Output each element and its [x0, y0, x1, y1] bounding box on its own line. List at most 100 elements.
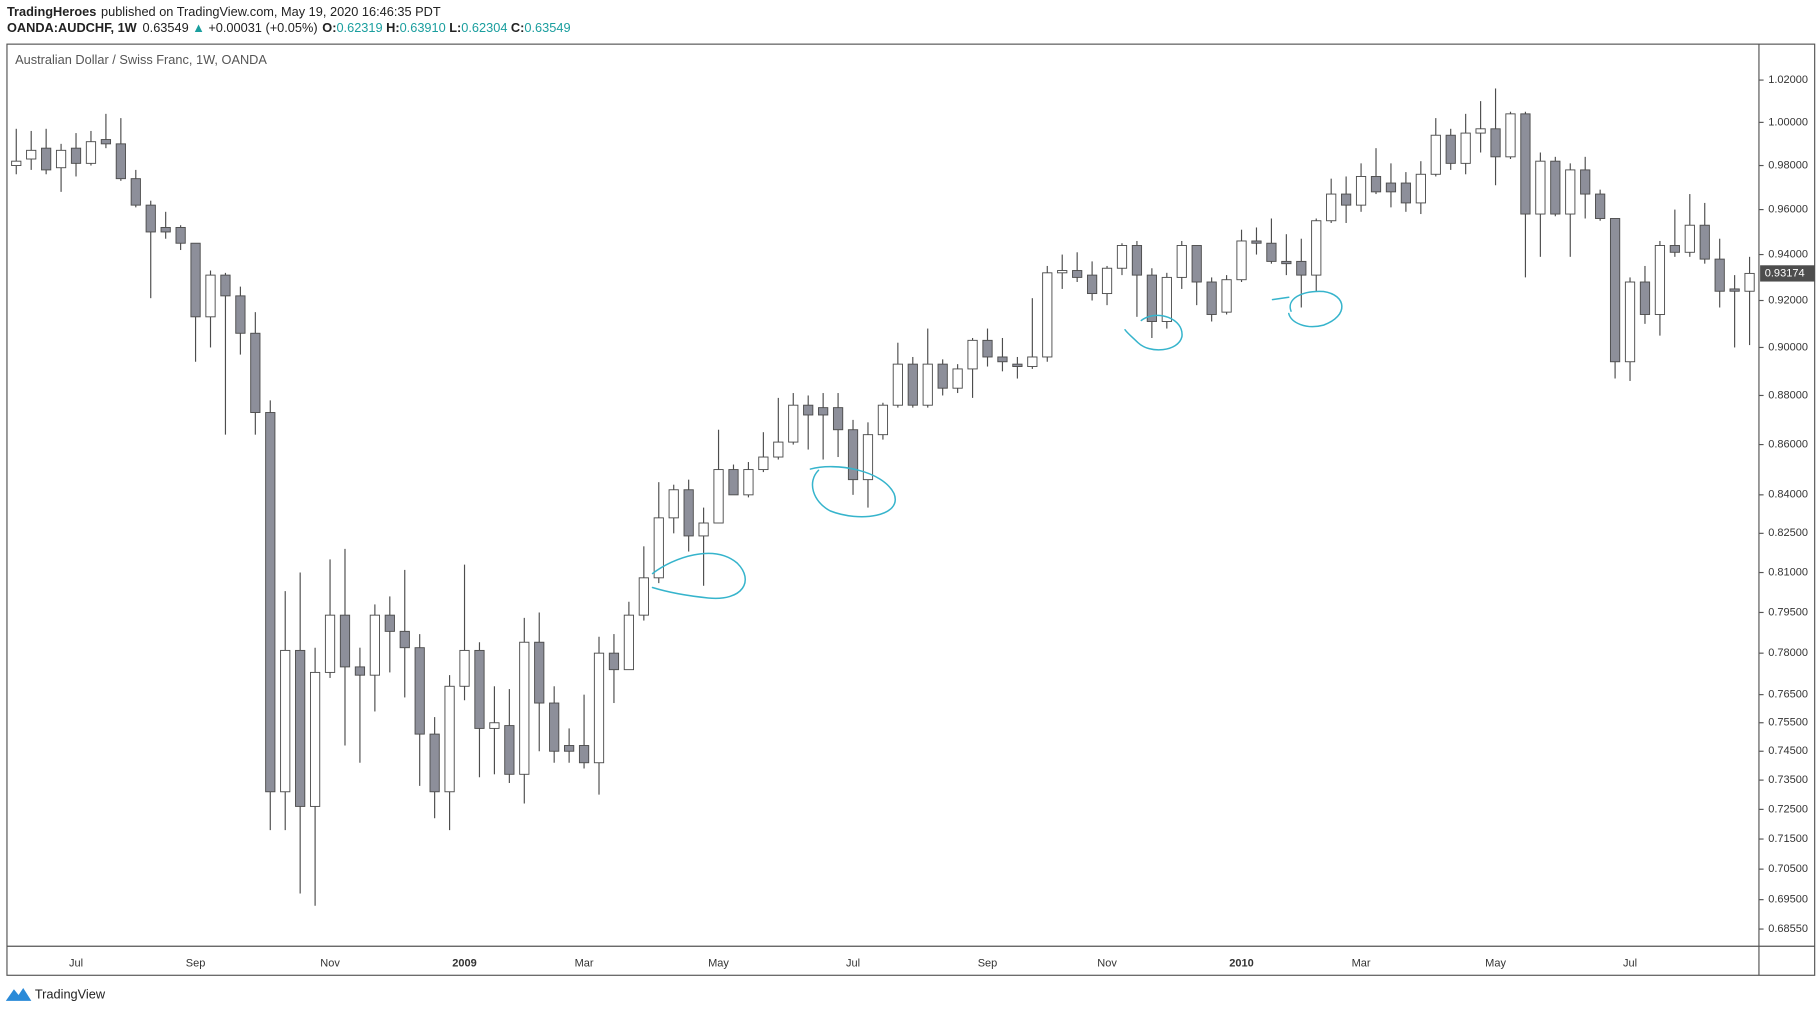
- candle-body: [1565, 169, 1576, 215]
- candle-body: [1744, 272, 1755, 292]
- candle-body: [877, 404, 889, 436]
- publisher: TradingHeroes: [7, 4, 96, 19]
- candle-body: [280, 649, 291, 793]
- ohlc-label: H:: [386, 20, 399, 35]
- y-tick-label: 0.75500: [1768, 717, 1808, 729]
- x-tick-label: Nov: [1097, 958, 1117, 970]
- candle-body: [967, 339, 978, 370]
- symbol: OANDA:AUDCHF, 1W: [7, 20, 138, 35]
- candle-body: [1714, 258, 1725, 292]
- last-price-box: [1760, 265, 1815, 282]
- candle-body: [324, 614, 336, 673]
- candle-body: [818, 407, 829, 416]
- candle-body: [504, 725, 515, 775]
- y-tick-label: 0.79500: [1768, 606, 1808, 618]
- candle-body: [1684, 224, 1695, 253]
- x-tick-label: Nov: [320, 958, 340, 970]
- candle-body: [1430, 134, 1441, 175]
- candle-body: [623, 614, 634, 671]
- candle-body: [1505, 113, 1516, 158]
- candle-body: [773, 441, 784, 458]
- candle-body: [803, 404, 814, 416]
- candle-body: [235, 295, 246, 334]
- candle-body: [160, 226, 171, 233]
- candle-body: [1595, 193, 1606, 219]
- candle-body: [1475, 128, 1486, 134]
- candle-body: [1027, 356, 1038, 367]
- candle-body: [549, 702, 560, 752]
- candle-body: [100, 139, 112, 145]
- y-tick-label: 0.74500: [1768, 745, 1808, 757]
- candle-body: [1385, 182, 1397, 193]
- candle-body: [1057, 270, 1068, 274]
- candle-body: [758, 456, 769, 471]
- y-tick-label: 0.69500: [1768, 894, 1808, 906]
- y-tick-label: 1.00000: [1768, 116, 1808, 128]
- candle-body: [668, 489, 679, 519]
- candle-body: [1281, 260, 1292, 265]
- candle-body: [339, 614, 351, 668]
- x-tick-label: Sep: [186, 958, 206, 970]
- annotation-circle: [809, 465, 896, 518]
- y-tick-label: 0.68550: [1768, 923, 1808, 935]
- candle-body: [1191, 245, 1202, 283]
- y-tick-label: 0.86000: [1768, 438, 1808, 450]
- candle-body: [534, 641, 545, 704]
- candle-body: [1550, 160, 1561, 215]
- plot: 1.02000 1.00000 0.98000 0.96000 0.94000 0.920…: [11, 74, 1815, 970]
- candle-body: [1251, 240, 1262, 244]
- candle-body: [728, 469, 739, 496]
- candle-body: [1072, 270, 1083, 278]
- candle-body: [952, 368, 963, 389]
- ohlc-value: 0.63910: [400, 20, 446, 35]
- annotation-stroke: [1271, 296, 1290, 301]
- candle-body: [489, 722, 500, 729]
- candle-body: [1131, 245, 1143, 276]
- annotation-circle: [1287, 290, 1343, 328]
- y-tick-label: 0.94000: [1768, 248, 1808, 260]
- candle-body: [1206, 281, 1217, 315]
- x-tick-label: May: [1485, 958, 1506, 970]
- ohlc-label: L:: [449, 20, 461, 35]
- candle-body: [295, 649, 306, 807]
- candle-body: [1699, 224, 1710, 260]
- candle-body: [743, 469, 754, 496]
- candle-body: [653, 517, 664, 579]
- annotations: [651, 290, 1343, 600]
- y-tick-label: 0.72500: [1768, 803, 1808, 815]
- candle-body: [205, 274, 216, 318]
- candle-body: [1729, 288, 1740, 292]
- x-tick-label: Jul: [846, 958, 860, 970]
- candle-body: [309, 671, 321, 807]
- candle-body: [638, 577, 649, 616]
- candle-body: [70, 147, 82, 164]
- x-tick-label: Mar: [1352, 958, 1371, 970]
- y-tick-label: 0.90000: [1768, 341, 1808, 353]
- candle-body: [1400, 182, 1412, 204]
- publish-line: TradingHeroes published on TradingView.co…: [7, 4, 441, 19]
- y-tick-label: 0.84000: [1768, 489, 1808, 501]
- candle-body: [1624, 281, 1636, 363]
- candle-body: [1669, 245, 1680, 253]
- candle-body: [788, 404, 799, 443]
- last-price: 0.63549: [143, 20, 189, 35]
- candle-body: [1176, 245, 1187, 278]
- y-tick-label: 0.82500: [1768, 527, 1808, 539]
- x-tick-label: Jul: [69, 958, 83, 970]
- y-tick-label: 1.02000: [1768, 74, 1808, 86]
- candle-body: [907, 363, 918, 406]
- x-tick-label: 2010: [1229, 958, 1254, 970]
- chart-frame: [6, 43, 1816, 976]
- candle-body: [1654, 245, 1666, 315]
- candle-body: [41, 147, 52, 171]
- up-arrow: ▲: [192, 20, 205, 35]
- annotation-circle: [1124, 314, 1183, 351]
- candle-body: [130, 178, 141, 206]
- candle-body: [847, 429, 859, 481]
- candle-body: [250, 332, 261, 413]
- candle-body: [578, 745, 590, 764]
- candle-body: [713, 469, 724, 524]
- annotation-circle: [651, 552, 746, 600]
